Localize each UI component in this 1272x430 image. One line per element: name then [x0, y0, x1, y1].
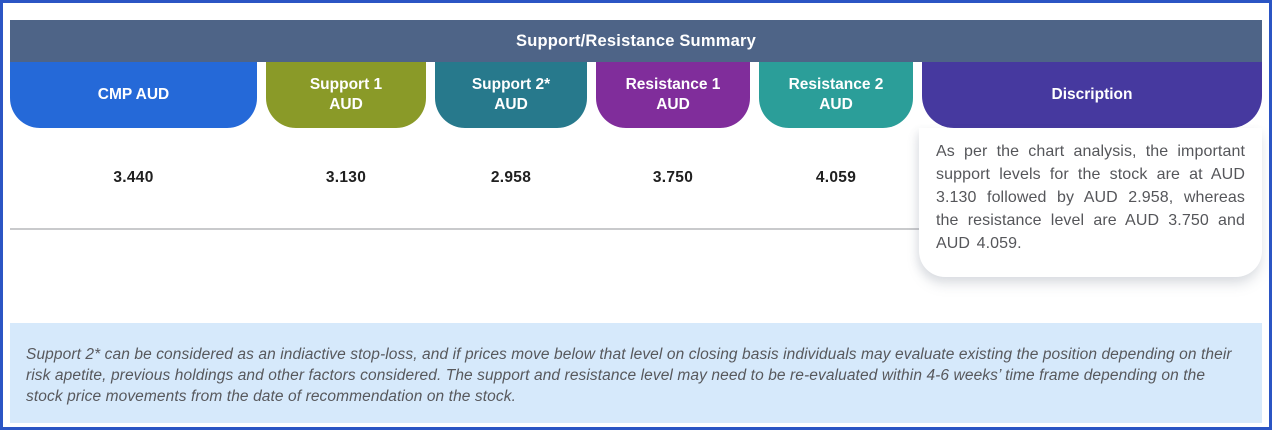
value-support2: 2.958: [490, 169, 532, 186]
column-label-support1: Support 1: [309, 76, 383, 94]
footnote-band: Support 2* can be considered as an india…: [10, 323, 1262, 423]
column-pill-cmp: CMP AUD: [10, 62, 257, 128]
value-resistance2: 4.059: [815, 169, 857, 186]
column-label-support2: Support 2*: [471, 76, 551, 94]
value-resistance1: 3.750: [652, 169, 694, 186]
values-row: 3.440 3.130 2.958 3.750 4.059: [10, 128, 1262, 228]
column-pill-support2: Support 2* AUD: [435, 62, 587, 128]
column-label-cmp: CMP AUD: [97, 86, 170, 104]
column-label-resistance1: Resistance 1: [625, 76, 721, 94]
column-header-row: CMP AUD Support 1 AUD Support 2* AUD Res…: [10, 62, 1262, 128]
column-label-resistance2-unit: AUD: [819, 96, 853, 113]
footnote-text: Support 2* can be considered as an india…: [26, 346, 1232, 405]
value-cmp: 3.440: [113, 169, 154, 186]
page-title: Support/Resistance Summary: [516, 31, 756, 50]
summary-header-bar: Support/Resistance Summary: [10, 20, 1262, 62]
column-pill-resistance2: Resistance 2 AUD: [759, 62, 913, 128]
description-text: As per the chart analysis, the important…: [936, 143, 1245, 252]
value-support1: 3.130: [325, 169, 367, 186]
column-pill-resistance1: Resistance 1 AUD: [596, 62, 750, 128]
description-card: As per the chart analysis, the important…: [919, 128, 1262, 277]
column-pill-description: Discription: [922, 62, 1262, 128]
column-label-resistance1-unit: AUD: [656, 96, 690, 113]
table-body: 3.440 3.130 2.958 3.750 4.059 As per the…: [10, 128, 1262, 323]
column-pill-support1: Support 1 AUD: [266, 62, 426, 128]
row-divider: [10, 228, 1262, 230]
column-label-resistance2: Resistance 2: [788, 76, 884, 94]
column-label-support2-unit: AUD: [494, 96, 528, 113]
column-label-description: Discription: [1051, 86, 1133, 104]
top-spacer: [3, 3, 1269, 20]
column-label-support1-unit: AUD: [329, 96, 363, 113]
